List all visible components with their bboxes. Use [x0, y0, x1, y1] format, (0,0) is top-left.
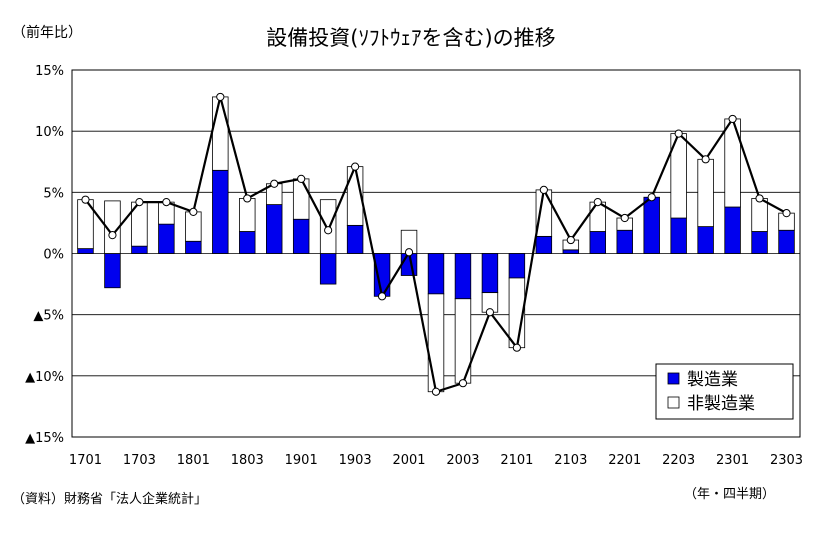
x-tick-label: 2101 — [500, 453, 533, 468]
total-point — [701, 155, 710, 164]
x-tick-label: 1703 — [123, 453, 156, 468]
total-point — [674, 129, 683, 138]
chart-title: 設備投資(ｿﾌﾄｳｪｱを含む)の推移 — [266, 26, 556, 50]
bar-segment — [508, 253, 526, 279]
bar-segment — [454, 253, 472, 300]
plot-area-border — [71, 69, 801, 438]
legend-label: 非製造業 — [687, 394, 755, 414]
total-point — [243, 194, 252, 203]
bar-segment — [239, 231, 256, 254]
bar-segment — [562, 249, 580, 254]
source-note: （資料）財務省「法人企業統計」 — [12, 492, 208, 507]
total-point — [297, 174, 306, 183]
bar-segment — [751, 231, 768, 254]
x-tick-label: 2303 — [770, 453, 803, 468]
total-point — [485, 308, 495, 317]
bar-segment — [131, 245, 148, 254]
bar-segment — [481, 253, 499, 294]
bar-segment — [427, 293, 445, 393]
total-point — [566, 235, 575, 245]
total-point — [782, 209, 791, 218]
total-point — [135, 198, 144, 207]
total-point — [755, 194, 764, 203]
total-point — [458, 379, 468, 388]
x-tick-label: 2301 — [716, 453, 749, 468]
total-point — [270, 179, 279, 188]
total-point — [431, 387, 441, 396]
total-point — [81, 195, 90, 204]
bar-segment — [185, 240, 202, 254]
x-tick-label: 1803 — [231, 453, 264, 468]
total-point — [189, 207, 198, 217]
bar-segment — [697, 226, 714, 254]
y-tick-label: 5% — [43, 186, 64, 201]
bar-segment — [778, 229, 795, 254]
total-point — [404, 248, 414, 257]
x-tick-label: 2103 — [554, 453, 587, 468]
y-tick-label: 0% — [43, 248, 64, 263]
bar-segment — [589, 231, 606, 254]
bar-segment — [292, 218, 310, 254]
bar-segment — [616, 229, 633, 254]
bar-segment — [724, 206, 741, 254]
bar-segment — [212, 96, 229, 171]
total-point — [108, 231, 117, 240]
total-point — [728, 114, 737, 124]
x-tick-label: 1901 — [285, 453, 318, 468]
x-tick-label: 1903 — [339, 453, 372, 468]
bar-segment — [212, 169, 229, 254]
bar-segment — [670, 217, 687, 254]
total-point — [351, 162, 360, 171]
bar-segment — [104, 253, 121, 289]
x-tick-label: 2003 — [446, 453, 479, 468]
bar-segment — [319, 253, 337, 285]
bar-segment — [643, 196, 660, 254]
total-point — [162, 198, 171, 207]
bar-segment — [346, 224, 364, 254]
bar-segment — [266, 204, 283, 254]
x-tick-label: 2201 — [608, 453, 641, 468]
legend-swatch — [667, 372, 680, 385]
bar-segment — [535, 189, 553, 237]
y-tick-label: ▲15% — [25, 431, 64, 446]
bar-segment — [535, 235, 553, 254]
total-point — [324, 226, 333, 235]
bar-segment — [185, 211, 202, 242]
bar-segment — [697, 158, 714, 227]
total-point — [647, 193, 656, 202]
y-tick-label: 10% — [35, 125, 64, 140]
y-tick-label: 15% — [35, 64, 64, 79]
y-tick-label: ▲5% — [33, 309, 64, 324]
total-point — [593, 198, 602, 207]
bar-segment — [239, 198, 256, 232]
total-point — [377, 292, 387, 301]
total-point — [216, 92, 225, 102]
x-tick-label: 1701 — [69, 453, 102, 468]
x-tick-label: 2203 — [662, 453, 695, 468]
x-tick-label: 2001 — [392, 453, 425, 468]
bar-segment — [427, 253, 445, 295]
y-axis-unit-label: （前年比） — [12, 25, 82, 41]
y-tick-label: ▲10% — [25, 370, 64, 385]
total-point — [620, 213, 629, 223]
total-point — [539, 185, 548, 194]
x-tick-label: 1801 — [177, 453, 210, 468]
legend-label: 製造業 — [687, 370, 738, 390]
bar-segment — [158, 223, 175, 254]
legend-swatch — [667, 396, 680, 409]
total-point — [512, 343, 521, 352]
x-axis-unit-label: （年・四半期） — [684, 487, 776, 502]
bar-segment — [292, 178, 310, 220]
bar-segment — [77, 248, 94, 254]
bar-segment — [751, 198, 768, 232]
